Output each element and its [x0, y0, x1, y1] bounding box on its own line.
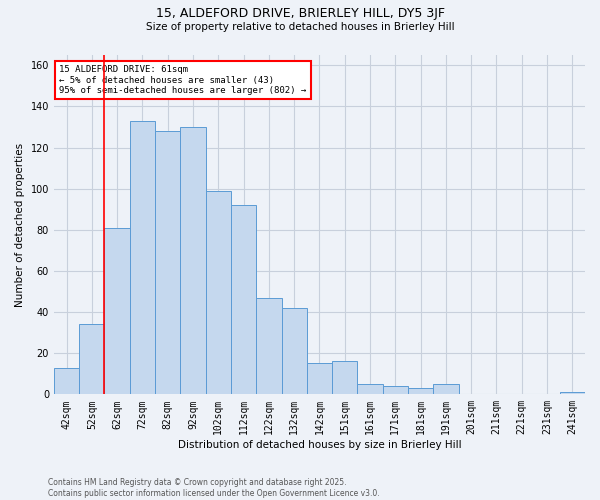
Bar	[54, 368, 79, 394]
Bar	[332, 362, 358, 394]
Bar	[206, 190, 231, 394]
Bar	[181, 127, 206, 394]
Bar	[560, 392, 585, 394]
Bar	[307, 364, 332, 394]
Bar	[433, 384, 458, 394]
Bar	[231, 205, 256, 394]
Bar	[281, 308, 307, 394]
Bar	[383, 386, 408, 394]
Text: Size of property relative to detached houses in Brierley Hill: Size of property relative to detached ho…	[146, 22, 454, 32]
Bar	[358, 384, 383, 394]
X-axis label: Distribution of detached houses by size in Brierley Hill: Distribution of detached houses by size …	[178, 440, 461, 450]
Bar	[408, 388, 433, 394]
Bar	[155, 131, 181, 394]
Text: 15, ALDEFORD DRIVE, BRIERLEY HILL, DY5 3JF: 15, ALDEFORD DRIVE, BRIERLEY HILL, DY5 3…	[155, 8, 445, 20]
Bar	[79, 324, 104, 394]
Text: 15 ALDEFORD DRIVE: 61sqm
← 5% of detached houses are smaller (43)
95% of semi-de: 15 ALDEFORD DRIVE: 61sqm ← 5% of detache…	[59, 65, 307, 95]
Bar	[104, 228, 130, 394]
Text: Contains HM Land Registry data © Crown copyright and database right 2025.
Contai: Contains HM Land Registry data © Crown c…	[48, 478, 380, 498]
Bar	[130, 121, 155, 394]
Y-axis label: Number of detached properties: Number of detached properties	[15, 142, 25, 306]
Bar	[256, 298, 281, 394]
